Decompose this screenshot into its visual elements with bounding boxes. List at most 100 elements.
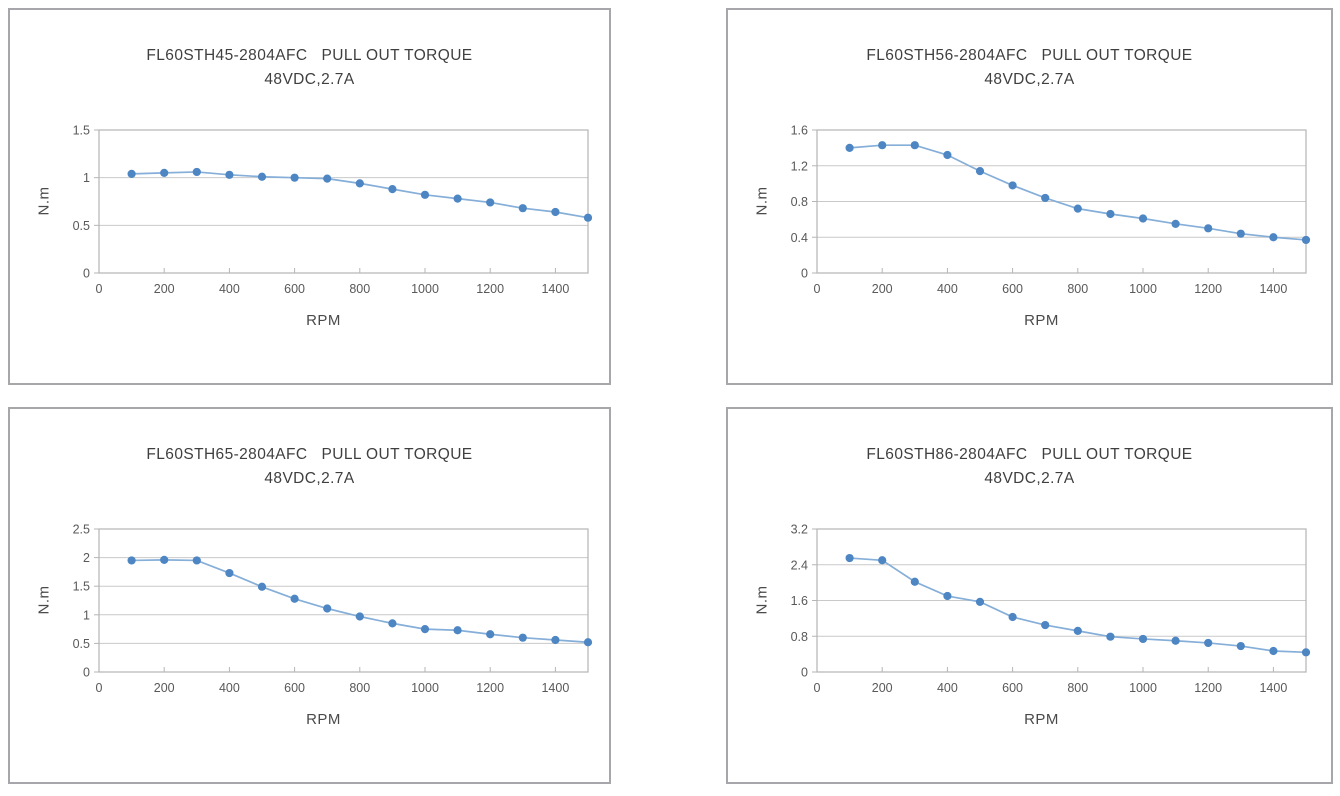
data-point	[388, 185, 397, 194]
data-point	[1171, 636, 1180, 645]
x-tick-label: 600	[284, 282, 305, 296]
x-tick-label: 1200	[1194, 681, 1222, 695]
x-tick-label: 600	[284, 681, 305, 695]
x-tick-label: 0	[814, 681, 821, 695]
y-tick-label: 1.6	[791, 594, 808, 608]
chart-title: FL60STH65-2804AFC PULL OUT TORQUE 48VDC,…	[10, 443, 609, 491]
y-tick-label: 0.5	[73, 219, 90, 233]
data-point	[160, 168, 169, 177]
data-point	[420, 625, 430, 634]
x-tick-label: 400	[937, 681, 958, 695]
data-point	[1138, 214, 1148, 223]
data-point	[323, 604, 332, 613]
data-point	[1041, 193, 1050, 203]
x-tick-label: 1200	[476, 681, 504, 695]
y-tick-label: 2.4	[791, 558, 808, 572]
data-point	[518, 633, 527, 642]
x-tick-label: 200	[154, 681, 175, 695]
data-point	[943, 150, 952, 160]
chart-title-line1: FL60STH56-2804AFC PULL OUT TORQUE	[866, 47, 1193, 64]
x-tick-label: 1000	[411, 681, 439, 695]
x-axis-label: RPM	[1024, 312, 1059, 329]
data-point	[257, 582, 267, 591]
y-tick-label: 0	[83, 666, 90, 680]
chart-fl60sth45: FL60STH45-2804AFC PULL OUT TORQUE 48VDC,…	[8, 8, 611, 385]
data-point	[943, 591, 952, 601]
data-point	[1269, 233, 1278, 242]
data-point	[583, 638, 593, 647]
data-point	[486, 198, 495, 207]
data-point	[192, 167, 201, 177]
plot-border	[98, 129, 589, 274]
data-point	[1008, 181, 1017, 190]
x-axis-label: RPM	[306, 312, 341, 329]
data-point	[160, 555, 169, 564]
x-tick-label: 200	[154, 282, 175, 296]
y-tick-label: 1	[83, 608, 90, 622]
x-tick-label: 1400	[541, 681, 569, 695]
x-tick-label: 800	[1067, 282, 1088, 296]
data-point	[878, 141, 887, 150]
y-tick-label: 1.2	[791, 159, 808, 173]
data-point	[1171, 219, 1180, 228]
y-tick-label: 0	[801, 267, 808, 281]
x-axis-label: RPM	[306, 711, 341, 728]
data-point	[551, 635, 560, 645]
x-tick-label: 400	[219, 282, 240, 296]
chart-title: FL60STH86-2804AFC PULL OUT TORQUE 48VDC,…	[728, 443, 1331, 491]
data-point	[323, 174, 332, 183]
data-point	[1236, 641, 1245, 651]
plot-border	[98, 528, 589, 673]
chart-title-line2: 48VDC,2.7A	[264, 470, 355, 487]
chart-title-line1: FL60STH45-2804AFC PULL OUT TORQUE	[146, 47, 473, 64]
x-tick-label: 200	[872, 282, 893, 296]
data-point	[1301, 235, 1311, 245]
torque-curve	[131, 171, 589, 219]
x-tick-label: 1200	[1194, 282, 1222, 296]
chart-title-line2: 48VDC,2.7A	[984, 470, 1075, 487]
data-point	[1301, 648, 1311, 657]
data-point	[975, 167, 985, 176]
data-point	[1204, 638, 1213, 648]
y-tick-label: 0.8	[791, 630, 808, 644]
data-point	[845, 553, 854, 563]
torque-curve	[849, 144, 1307, 241]
y-tick-label: 0.8	[791, 195, 808, 209]
chart-title: FL60STH45-2804AFC PULL OUT TORQUE 48VDC,…	[10, 44, 609, 92]
x-tick-label: 0	[814, 282, 821, 296]
data-point	[551, 207, 560, 217]
y-axis-label: N.m	[753, 585, 771, 615]
data-point	[225, 170, 234, 179]
x-axis-label: RPM	[1024, 711, 1059, 728]
chart-fl60sth86: FL60STH86-2804AFC PULL OUT TORQUE 48VDC,…	[726, 407, 1333, 784]
torque-curve	[849, 557, 1307, 654]
data-point	[910, 141, 919, 150]
x-tick-label: 0	[96, 681, 103, 695]
x-tick-label: 600	[1002, 282, 1023, 296]
chart-title-line2: 48VDC,2.7A	[264, 71, 355, 88]
data-point	[1106, 632, 1115, 641]
chart-title-line2: 48VDC,2.7A	[984, 71, 1075, 88]
data-point	[355, 179, 364, 188]
chart-title-line1: FL60STH86-2804AFC PULL OUT TORQUE	[866, 446, 1193, 463]
data-point	[192, 556, 201, 565]
y-tick-label: 2.5	[73, 523, 90, 537]
data-point	[1073, 204, 1082, 213]
y-tick-label: 1.5	[73, 124, 90, 138]
data-point	[878, 556, 887, 565]
x-tick-label: 800	[1067, 681, 1088, 695]
x-tick-label: 800	[349, 282, 370, 296]
chart-fl60sth65: FL60STH65-2804AFC PULL OUT TORQUE 48VDC,…	[8, 407, 611, 784]
x-tick-label: 1400	[541, 282, 569, 296]
x-tick-label: 400	[937, 282, 958, 296]
y-axis-label: N.m	[35, 186, 53, 216]
x-tick-label: 1400	[1259, 681, 1287, 695]
torque-plot: 0 0.4 0.8 1.2 1.6 0 200 400 600 800 1000 1200 1400	[791, 124, 1311, 296]
data-point	[1073, 626, 1082, 635]
data-point	[1008, 612, 1017, 622]
y-tick-label: 0	[801, 666, 808, 680]
torque-plot: 0 0.8 1.6 2.4 3.2 0 200 400 600 800 1000 1200 1400	[791, 523, 1311, 695]
x-tick-label: 400	[219, 681, 240, 695]
data-point	[290, 173, 299, 182]
